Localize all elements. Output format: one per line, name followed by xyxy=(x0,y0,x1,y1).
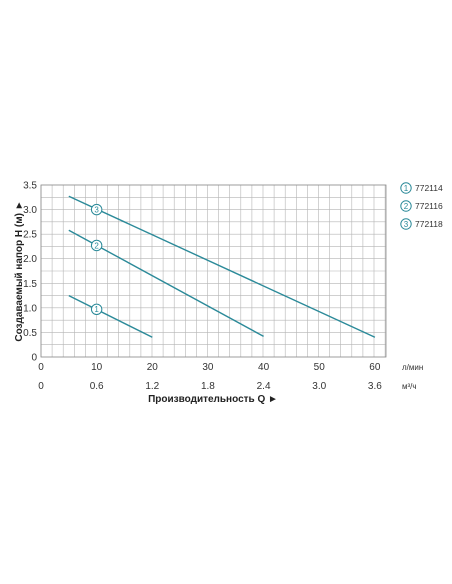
x-axis-secondary-unit: м³/ч xyxy=(402,382,417,391)
series-marker-label: 3 xyxy=(94,205,99,214)
x-tick-label-primary: 40 xyxy=(258,362,270,373)
legend-entry-772116: 772116 xyxy=(415,201,443,211)
series-marker-circle xyxy=(90,203,103,216)
legend-marker-circle xyxy=(400,200,412,212)
x-tick-label-secondary: 0 xyxy=(38,381,44,392)
x-tick-label-secondary: 1.8 xyxy=(201,381,215,392)
x-tick-label-primary: 20 xyxy=(147,362,159,373)
y-tick-label: 1.5 xyxy=(23,279,37,290)
y-axis-title: Создаваемый напор H (м) ► xyxy=(14,200,25,341)
x-tick-label-secondary: 3.6 xyxy=(368,381,382,392)
legend-marker-circle xyxy=(400,218,412,230)
series-line-772118 xyxy=(68,195,376,338)
x-tick-label-primary: 60 xyxy=(369,362,381,373)
x-tick-label-primary: 50 xyxy=(314,362,326,373)
legend-entry-772118: 772118 xyxy=(415,219,443,229)
x-tick-label-secondary: 3.0 xyxy=(312,381,326,392)
y-tick-label: 2.0 xyxy=(23,254,37,265)
x-tick-label-secondary: 0.6 xyxy=(90,381,104,392)
y-tick-label: 0.5 xyxy=(23,328,37,339)
x-axis-title: Производительность Q ► xyxy=(148,394,278,405)
series-line-772114 xyxy=(68,294,153,338)
x-tick-label-primary: 0 xyxy=(38,362,44,373)
series-marker-label: 2 xyxy=(94,241,99,250)
y-axis-ticks: 0 0.5 1.0 1.5 2.0 2.5 3.0 3.5 xyxy=(23,181,37,364)
x-tick-label-primary: 10 xyxy=(91,362,103,373)
series-marker-label: 1 xyxy=(94,305,99,314)
plot-border xyxy=(40,184,387,358)
x-tick-label-secondary: 2.4 xyxy=(257,381,271,392)
x-tick-label-secondary: 1.2 xyxy=(145,381,159,392)
legend-marker-label: 3 xyxy=(404,220,409,229)
grid xyxy=(40,184,387,358)
x-axis-primary-unit: л/мин xyxy=(402,363,423,372)
y-tick-label: 3.0 xyxy=(23,205,37,216)
x-axis-secondary-ticks: 0 0.6 1.2 1.8 2.4 3.0 3.6 xyxy=(38,381,382,392)
series-marker-circle xyxy=(90,303,103,316)
y-tick-label: 0 xyxy=(31,353,37,364)
x-axis-primary-ticks: 0 10 20 30 40 50 60 xyxy=(38,362,381,373)
series-markers: 1 2 3 xyxy=(90,203,103,316)
legend: 1 772114 2 772116 3 772118 xyxy=(400,182,443,230)
y-tick-label: 1.0 xyxy=(23,303,37,314)
x-tick-label-primary: 30 xyxy=(202,362,214,373)
legend-marker-circle xyxy=(400,182,412,194)
series-marker-circle xyxy=(90,239,103,252)
legend-marker-label: 1 xyxy=(404,184,409,193)
legend-marker-label: 2 xyxy=(404,202,409,211)
legend-entry-772114: 772114 xyxy=(415,183,443,193)
y-tick-label: 3.5 xyxy=(23,181,37,192)
y-tick-label: 2.5 xyxy=(23,230,37,241)
